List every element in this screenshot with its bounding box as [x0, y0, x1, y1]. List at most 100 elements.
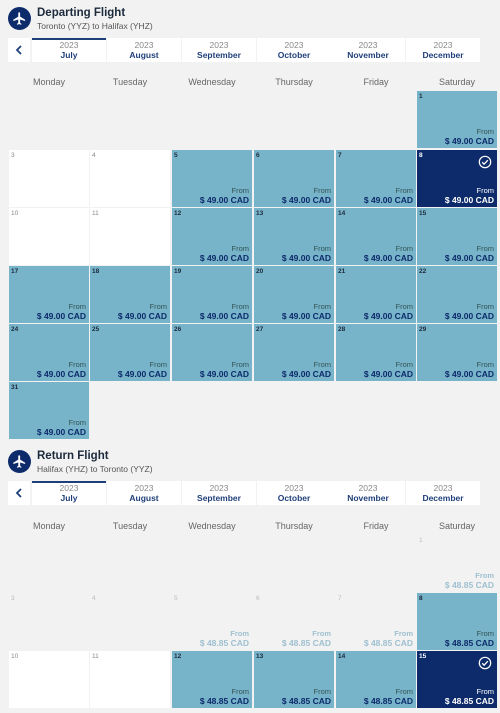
- month-tab-label: October: [277, 50, 311, 60]
- month-tab-label: December: [422, 493, 464, 503]
- weekday-tuesday: Tuesday: [112, 521, 148, 531]
- month-tab-label: September: [197, 493, 241, 503]
- day-cell-29[interactable]: 29 From $ 49.00 CAD: [417, 324, 497, 381]
- day-cell-1[interactable]: 1 From $ 49.00 CAD: [417, 91, 497, 148]
- day-cell-17[interactable]: 17 From $ 49.00 CAD: [9, 266, 89, 323]
- day-number: 10: [11, 210, 19, 217]
- day-number: 6: [256, 152, 260, 159]
- day-cell-15[interactable]: 15 From $ 48.85 CAD: [417, 651, 497, 708]
- price-from-label: From: [149, 360, 168, 369]
- month-tab-year: 2023: [59, 483, 79, 493]
- day-cell-26[interactable]: 26 From $ 49.00 CAD: [172, 324, 252, 381]
- month-tab-label: July: [60, 493, 78, 503]
- month-tab-october[interactable]: 2023 October: [257, 481, 331, 505]
- month-tab-year: 2023: [134, 483, 154, 493]
- month-tab-december[interactable]: 2023 December: [406, 481, 480, 505]
- price-label: $ 49.00 CAD: [444, 195, 494, 205]
- price-from-label: From: [476, 629, 495, 638]
- prev-month-button[interactable]: [8, 481, 30, 505]
- price-from-label: From: [68, 302, 87, 311]
- month-tab-august[interactable]: 2023 August: [107, 481, 181, 505]
- day-cell-24[interactable]: 24 From $ 49.00 CAD: [9, 324, 89, 381]
- weekday-saturday: Saturday: [438, 77, 476, 87]
- day-number: 7: [338, 152, 342, 159]
- price-label: $ 49.00 CAD: [444, 253, 494, 263]
- month-tab-july[interactable]: 2023 July: [32, 481, 106, 505]
- day-number: 18: [92, 268, 100, 275]
- price-from-label: From: [395, 360, 414, 369]
- price-from-label: From: [312, 629, 331, 638]
- airplane-icon: [8, 450, 31, 473]
- price-from-label: From: [68, 360, 87, 369]
- price-from-label: From: [476, 127, 495, 136]
- price-label: $ 49.00 CAD: [281, 369, 331, 379]
- price-from-label: From: [313, 186, 332, 195]
- day-number: 4: [92, 152, 96, 159]
- day-number: 5: [174, 595, 178, 602]
- price-label: $ 49.00 CAD: [444, 311, 494, 321]
- price-label: $ 48.85 CAD: [444, 638, 494, 648]
- price-label: $ 49.00 CAD: [36, 311, 86, 321]
- day-cell-8[interactable]: 8 From $ 48.85 CAD: [417, 593, 497, 650]
- price-label: $ 49.00 CAD: [363, 369, 413, 379]
- day-cell-14[interactable]: 14 From $ 48.85 CAD: [336, 651, 416, 708]
- day-cell-28[interactable]: 28 From $ 49.00 CAD: [336, 324, 416, 381]
- price-from-label: From: [231, 186, 250, 195]
- day-cell-10: 10: [9, 651, 89, 708]
- day-cell-11: 11: [90, 651, 170, 708]
- chevron-left-icon: [15, 45, 22, 55]
- day-cell-7: 7 From $ 48.85 CAD: [336, 593, 416, 650]
- day-cell-18[interactable]: 18 From $ 49.00 CAD: [90, 266, 170, 323]
- day-cell-6[interactable]: 6 From $ 49.00 CAD: [254, 150, 334, 207]
- day-cell-13[interactable]: 13 From $ 49.00 CAD: [254, 208, 334, 265]
- price-label: $ 49.00 CAD: [199, 195, 249, 205]
- month-tab-label: August: [129, 50, 159, 60]
- month-tab-november[interactable]: 2023 November: [331, 38, 405, 62]
- month-tab-september[interactable]: 2023 September: [182, 481, 256, 505]
- day-cell-20[interactable]: 20 From $ 49.00 CAD: [254, 266, 334, 323]
- month-tab-august[interactable]: 2023 August: [107, 38, 181, 62]
- day-number: 26: [174, 326, 182, 333]
- price-from-label: From: [476, 687, 495, 696]
- price-from-label: From: [395, 302, 414, 311]
- month-tab-label: November: [347, 493, 389, 503]
- day-number: 29: [419, 326, 427, 333]
- day-cell-13[interactable]: 13 From $ 48.85 CAD: [254, 651, 334, 708]
- price-label: $ 49.00 CAD: [199, 253, 249, 263]
- day-cell-12[interactable]: 12 From $ 49.00 CAD: [172, 208, 252, 265]
- month-tab-december[interactable]: 2023 December: [406, 38, 480, 62]
- day-cell-25[interactable]: 25 From $ 49.00 CAD: [90, 324, 170, 381]
- day-cell-14[interactable]: 14 From $ 49.00 CAD: [336, 208, 416, 265]
- price-from-label: From: [395, 244, 414, 253]
- day-number: 15: [419, 653, 427, 660]
- prev-month-button[interactable]: [8, 38, 30, 62]
- departing-month-bar: 2023 July 2023 August 2023 September 2023 Octob…: [0, 37, 500, 63]
- month-tab-november[interactable]: 2023 November: [331, 481, 405, 505]
- price-label: $ 49.00 CAD: [117, 369, 167, 379]
- month-tab-september[interactable]: 2023 September: [182, 38, 256, 62]
- price-label: $ 49.00 CAD: [444, 136, 494, 146]
- weekday-tuesday: Tuesday: [112, 77, 148, 87]
- month-tab-year: 2023: [358, 483, 378, 493]
- price-from-label: From: [149, 302, 168, 311]
- day-cell-27[interactable]: 27 From $ 49.00 CAD: [254, 324, 334, 381]
- price-from-label: From: [313, 360, 332, 369]
- day-cell-8[interactable]: 8 From $ 49.00 CAD: [417, 150, 497, 207]
- price-label: $ 48.85 CAD: [444, 580, 494, 590]
- day-cell-21[interactable]: 21 From $ 49.00 CAD: [336, 266, 416, 323]
- day-cell-5[interactable]: 5 From $ 49.00 CAD: [172, 150, 252, 207]
- month-tab-october[interactable]: 2023 October: [257, 38, 331, 62]
- weekday-wednesday: Wednesday: [188, 521, 236, 531]
- day-cell-22[interactable]: 22 From $ 49.00 CAD: [417, 266, 497, 323]
- day-number: 27: [256, 326, 264, 333]
- price-label: $ 49.00 CAD: [199, 311, 249, 321]
- day-cell-31[interactable]: 31 From $ 49.00 CAD: [9, 382, 89, 439]
- day-cell-15[interactable]: 15 From $ 49.00 CAD: [417, 208, 497, 265]
- day-cell-7[interactable]: 7 From $ 49.00 CAD: [336, 150, 416, 207]
- month-tab-july[interactable]: 2023 July: [32, 38, 106, 62]
- price-from-label: From: [68, 418, 87, 427]
- day-cell-12[interactable]: 12 From $ 48.85 CAD: [172, 651, 252, 708]
- month-tab-year: 2023: [433, 483, 453, 493]
- day-cell-19[interactable]: 19 From $ 49.00 CAD: [172, 266, 252, 323]
- day-number: 1: [419, 537, 423, 544]
